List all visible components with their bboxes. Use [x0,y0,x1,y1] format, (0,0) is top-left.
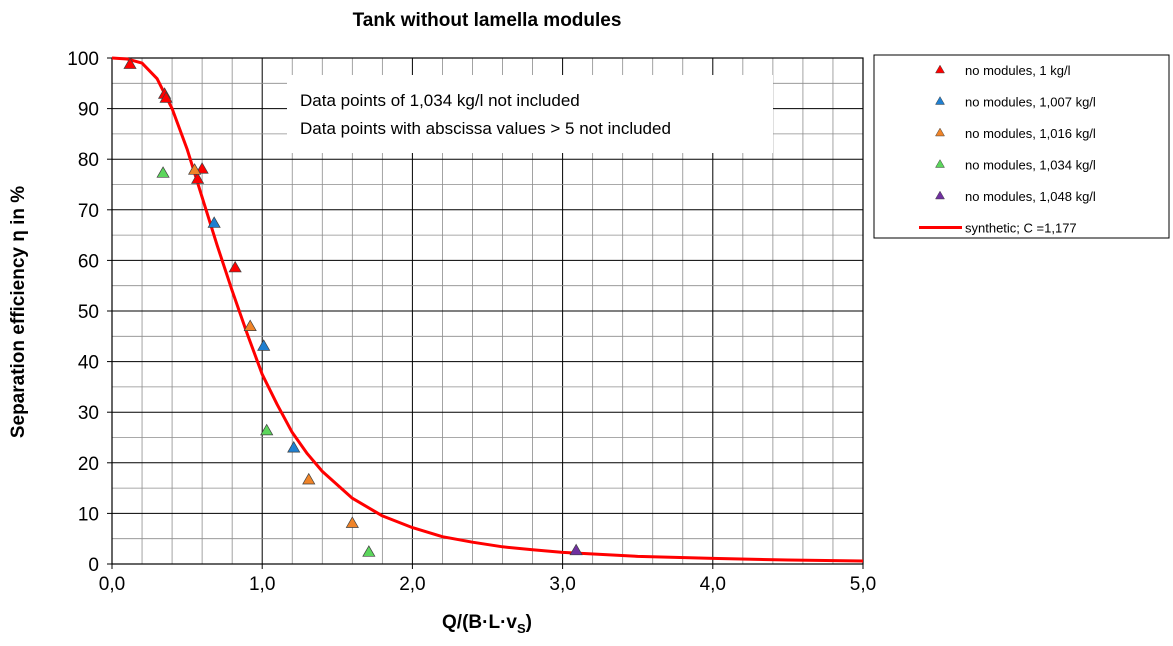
y-tick-label: 90 [78,100,99,121]
legend-label: no modules, 1,007 kg/l [965,95,1096,110]
y-tick-label: 100 [67,49,99,70]
x-axis-label-close: ) [526,612,532,633]
data-series [111,56,864,563]
y-tick-label: 0 [88,555,99,576]
annotation-box: Data points of 1,034 kg/l not included D… [287,75,773,153]
x-tick-label: 5,0 [850,574,876,595]
legend-label: synthetic; C =1,177 [965,221,1077,236]
annotation-box-background [287,75,773,153]
data-point-series-2 [287,440,301,453]
legend-triangle-marker [935,190,945,200]
y-tick-label: 60 [78,251,99,272]
y-axis-label: Separation efficiency η in % [8,186,29,438]
y-tick-label: 70 [78,201,99,222]
x-axis-label-main: Q/(B·L·v [442,612,517,633]
y-tick-label: 10 [78,504,99,525]
legend-label: no modules, 1,034 kg/l [965,158,1096,173]
legend-triangle-marker [935,159,945,168]
x-tick-label: 2,0 [399,574,425,595]
y-tick-label: 80 [78,150,99,171]
data-point-series-3 [345,516,359,528]
y-tick-label: 30 [78,403,99,424]
data-point-series-1 [123,57,137,69]
x-axis-label-subscript: S [517,621,526,636]
data-point-series-1 [159,91,173,103]
data-point-series-5 [569,543,583,556]
x-tick-label: 4,0 [700,574,726,595]
legend-label: no modules, 1 kg/l [965,63,1071,78]
legend-label: no modules, 1,048 kg/l [965,189,1096,204]
x-tick-label: 0,0 [99,574,125,595]
legend-label: no modules, 1,016 kg/l [965,126,1096,141]
data-point-series-3 [243,319,257,332]
data-point-series-1 [191,172,205,184]
data-point-series-3 [188,163,202,175]
axes: 0,0 1,0 2,0 3,0 4,0 5,0 0 10 20 30 40 50 60 70 80 90 100 [67,49,876,595]
data-point-series-4 [260,423,274,436]
synthetic-curve [111,56,864,563]
legend: no modules, 1 kg/l no modules, 1,007 kg/l… [873,54,1170,239]
legend-triangle-marker [935,96,945,105]
annotation-line-1: Data points of 1,034 kg/l not included [300,91,580,110]
y-tick-label: 20 [78,454,99,475]
legend-box [873,54,1170,239]
data-point-series-2 [207,216,221,228]
y-tick-label: 40 [78,353,99,374]
data-point-series-2 [257,339,271,351]
x-tick-label: 1,0 [249,574,275,595]
legend-triangle-marker [935,127,945,137]
data-point-series-3 [302,472,316,485]
chart-title: Tank without lamella modules [353,10,622,31]
legend-items: no modules, 1 kg/l no modules, 1,007 kg/l… [919,63,1096,236]
x-axis-label: Q/(B·L·vS) [442,612,532,636]
data-point-series-4 [362,545,376,557]
data-point-series-4 [156,166,170,178]
data-point-series-1 [228,260,242,273]
x-tick-label: 3,0 [549,574,575,595]
data-point-series-1 [195,162,209,174]
legend-triangle-marker [935,64,945,74]
annotation-line-2: Data points with abscissa values > 5 not… [300,119,671,138]
y-tick-label: 50 [78,302,99,323]
